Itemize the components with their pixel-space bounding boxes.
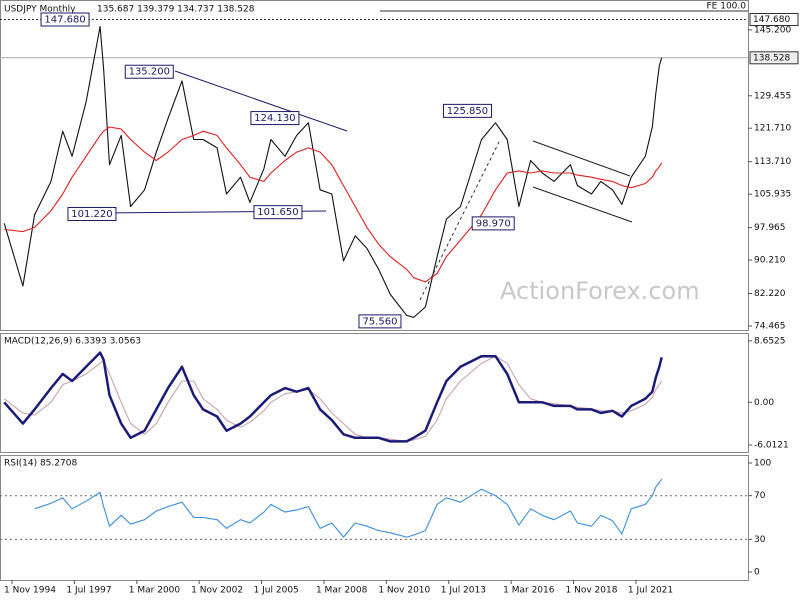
x-tick-label: 1 Jul 2005 (254, 586, 299, 596)
x-tick-label: 1 Mar 2016 (503, 586, 555, 596)
annotation-label: 147.680 (44, 15, 85, 26)
annotation-box (253, 205, 303, 220)
y-tick-label: 97.965 (754, 223, 786, 233)
watermark: ActionForex.com (500, 277, 700, 305)
y-tick-label: 0.00 (754, 398, 774, 408)
annotation-box (471, 216, 515, 231)
channel-line (532, 140, 631, 177)
x-tick-label: 1 Nov 2010 (378, 586, 430, 596)
annotation-label: 98.970 (476, 218, 511, 229)
fe-label: FE 100.0 (707, 2, 747, 12)
series-line (3, 355, 663, 442)
x-tick-label: 1 Jul 2013 (441, 586, 486, 596)
series-line (3, 25, 663, 318)
macd-title: MACD(12,26,9) 6.3393 3.0563 (4, 337, 141, 347)
x-tick-label: 1 Mar 2008 (316, 586, 368, 596)
y-tick-label: 0 (754, 568, 760, 578)
annotation-box (40, 12, 90, 27)
annotation-box (442, 103, 492, 118)
annotation-box (67, 206, 117, 221)
y-tick-label: 129.455 (754, 91, 791, 101)
y-tick-label: 82.220 (754, 289, 786, 299)
y-tick-label: 100 (754, 458, 771, 468)
channel-line (532, 186, 633, 223)
annotation-box (250, 111, 300, 126)
x-tick-label: 1 Nov 2018 (566, 586, 618, 596)
chart-subtitle: 135.687 139.379 134.737 138.528 (97, 5, 255, 15)
x-tick-label: 1 Jul 2021 (628, 586, 673, 596)
y-tick-label: 90.210 (754, 256, 786, 266)
series-line (3, 351, 663, 443)
y-tick-label: 8.6525 (754, 336, 786, 346)
level-label: 147.680 (753, 15, 790, 25)
x-tick-label: 1 Nov 2002 (191, 586, 243, 596)
annotation-box (358, 314, 402, 329)
x-tick-label: 1 Jul 1997 (66, 586, 111, 596)
annotation-label: 101.220 (71, 209, 112, 220)
annotation-label: 135.200 (129, 67, 170, 78)
annotation-label: 124.130 (254, 113, 295, 124)
y-tick-label: 30 (754, 535, 766, 545)
y-tick-label: 145.200 (754, 25, 791, 35)
trendline (174, 70, 348, 132)
level-label: 138.528 (753, 53, 790, 63)
annotation-box (124, 64, 174, 79)
level-box (749, 13, 799, 27)
series-line (34, 478, 663, 538)
price-panel (0, 0, 749, 331)
series-line (4, 126, 663, 283)
y-tick-label: 74.465 (754, 321, 786, 331)
y-tick-label: 113.710 (754, 157, 791, 167)
y-tick-label: 70 (754, 491, 766, 501)
level-box (749, 51, 799, 65)
rsi-title: RSI(14) 85.2708 (4, 459, 77, 469)
rsi-panel (0, 455, 749, 581)
annotation-label: 75.560 (362, 316, 397, 327)
y-tick-label: 105.935 (754, 190, 791, 200)
x-tick-label: 1 Mar 2000 (129, 586, 181, 596)
annotation-label: 125.850 (447, 106, 488, 117)
y-tick-label: 121.710 (754, 124, 791, 134)
x-tick-label: 1 Nov 1994 (4, 586, 56, 596)
macd-panel (0, 333, 749, 453)
annotation-label: 101.650 (257, 207, 298, 218)
chart-title: USDJPY Monthly (4, 5, 76, 15)
y-tick-label: -6.0121 (754, 440, 789, 450)
